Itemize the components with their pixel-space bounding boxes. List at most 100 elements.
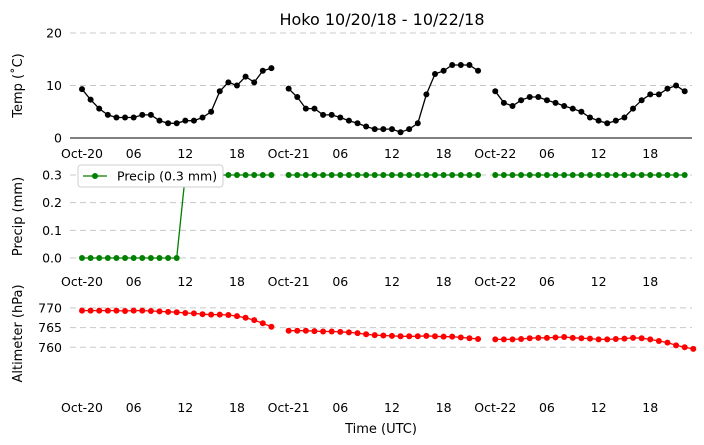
data-point: [630, 172, 637, 178]
data-point: [681, 172, 688, 178]
x-tick-label: 12: [591, 400, 607, 415]
data-point: [397, 172, 404, 178]
data-point: [509, 336, 516, 343]
data-point: [363, 123, 370, 130]
data-point: [216, 311, 223, 318]
data-point: [173, 309, 180, 316]
data-point: [242, 172, 249, 178]
data-point: [414, 172, 421, 178]
x-tick-label: Oct-21: [268, 400, 310, 415]
data-point: [311, 172, 318, 178]
data-point: [302, 172, 309, 178]
data-point: [320, 111, 327, 118]
data-point: [225, 79, 232, 86]
x-tick-label: 18: [436, 146, 452, 161]
data-point: [432, 333, 439, 340]
data-point: [397, 333, 404, 340]
data-point: [630, 334, 637, 341]
data-point: [569, 172, 576, 178]
data-point: [268, 172, 275, 178]
data-point: [156, 255, 163, 261]
data-point: [156, 117, 163, 124]
data-point: [311, 328, 318, 335]
data-point: [122, 255, 129, 261]
data-point: [96, 105, 103, 112]
y-tick-label: 0: [54, 131, 62, 146]
y-tick-label: 770: [38, 300, 62, 315]
data-point: [242, 314, 249, 321]
data-point: [242, 73, 249, 80]
data-point: [586, 335, 593, 342]
y-tick-label: 20: [46, 26, 62, 41]
data-point: [388, 126, 395, 133]
y-tick-label: 765: [38, 320, 62, 335]
data-point: [578, 335, 585, 342]
data-point: [552, 172, 559, 178]
data-point: [233, 172, 240, 178]
data-point: [647, 336, 654, 343]
data-point: [432, 172, 439, 178]
data-point: [233, 313, 240, 320]
legend-frame: [77, 164, 224, 188]
data-point: [543, 172, 550, 178]
data-point: [466, 335, 473, 342]
data-point: [673, 342, 680, 349]
x-tick-label: 12: [177, 146, 193, 161]
y-tick-label: 0.3: [42, 168, 62, 183]
x-tick-label: 12: [591, 274, 607, 289]
data-point: [104, 255, 111, 261]
data-point: [139, 255, 146, 261]
data-point: [302, 327, 309, 334]
data-point: [104, 111, 111, 118]
x-tick-label: 12: [591, 146, 607, 161]
data-point: [173, 120, 180, 127]
data-point: [208, 108, 215, 115]
x-tick-label: 18: [229, 146, 245, 161]
y-axis-label: Precip (mm): [11, 177, 26, 256]
x-tick-label: 06: [332, 146, 348, 161]
data-point: [586, 114, 593, 121]
data-point: [561, 334, 568, 341]
x-tick-label: 06: [332, 274, 348, 289]
data-point: [621, 172, 628, 178]
x-tick-label: 06: [126, 274, 142, 289]
data-point: [285, 85, 292, 92]
data-point: [251, 317, 258, 324]
data-point: [492, 88, 499, 95]
data-point: [406, 172, 413, 178]
data-point: [440, 333, 447, 340]
data-point: [492, 172, 499, 178]
data-point: [604, 120, 611, 127]
data-point: [655, 337, 662, 344]
data-point: [268, 65, 275, 72]
x-tick-label: Oct-20: [61, 400, 103, 415]
data-point: [380, 172, 387, 178]
data-point: [294, 172, 301, 178]
data-point: [225, 172, 232, 178]
panel-2: 0.0 0.1 0.2 0.3 Precip (mm) Oct-20 06 12 18 Oct-2…: [11, 164, 692, 289]
data-point: [113, 255, 120, 261]
data-point: [681, 88, 688, 95]
x-tick-label: 12: [177, 274, 193, 289]
data-point: [518, 172, 525, 178]
data-point: [595, 336, 602, 343]
x-tick-label: Oct-22: [474, 400, 516, 415]
data-point: [475, 172, 482, 178]
data-point: [664, 339, 671, 346]
data-point: [259, 320, 266, 327]
data-point: [285, 327, 292, 334]
data-point: [113, 307, 120, 314]
x-tick-label: 06: [539, 146, 555, 161]
data-point: [182, 117, 189, 124]
data-point: [655, 91, 662, 98]
data-point: [147, 111, 154, 118]
data-point: [190, 117, 197, 124]
data-point: [552, 334, 559, 341]
data-point: [130, 114, 137, 121]
x-tick-label: 18: [436, 274, 452, 289]
data-point: [302, 105, 309, 112]
data-point: [259, 67, 266, 74]
data-point: [595, 117, 602, 124]
legend-label: Precip (0.3 mm): [117, 169, 217, 184]
data-point: [294, 327, 301, 334]
